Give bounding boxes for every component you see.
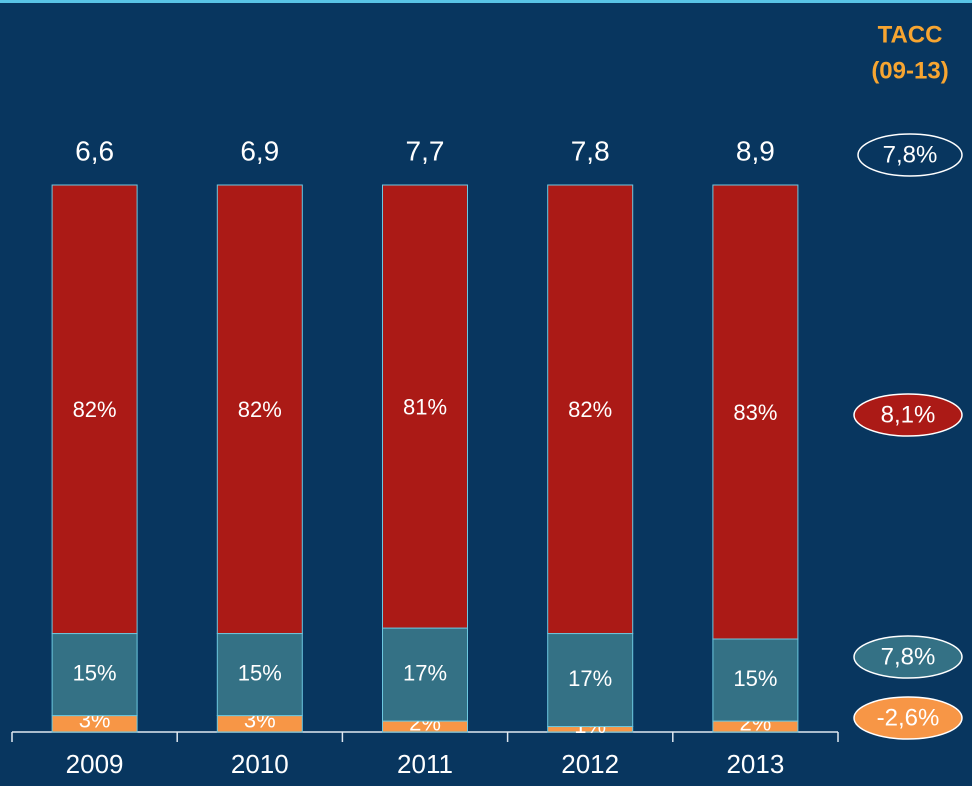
bar-segment bbox=[547, 633, 634, 728]
segment-label: 15% bbox=[238, 660, 282, 685]
segment-label: 82% bbox=[238, 397, 282, 422]
cagr-badge bbox=[853, 635, 963, 679]
total-label: 6,6 bbox=[75, 135, 114, 166]
segment-label: 82% bbox=[73, 397, 117, 422]
cagr-badge bbox=[853, 393, 963, 437]
bar-segment bbox=[216, 184, 303, 635]
x-tick-label: 2010 bbox=[231, 749, 289, 779]
segment-label: 83% bbox=[733, 400, 777, 425]
bar-segment bbox=[51, 633, 138, 717]
top-border bbox=[0, 0, 972, 3]
segment-label: 82% bbox=[568, 397, 612, 422]
bar-segment bbox=[547, 184, 634, 635]
segment-label: 81% bbox=[403, 394, 447, 419]
cagr-title: TACC bbox=[878, 21, 943, 48]
cagr-badge bbox=[857, 133, 963, 177]
bar-segment bbox=[51, 184, 138, 635]
total-label: 7,8 bbox=[571, 135, 610, 166]
x-tick-label: 2012 bbox=[561, 749, 619, 779]
cagr-label: 8,1% bbox=[881, 401, 936, 428]
total-label: 6,9 bbox=[240, 135, 279, 166]
x-tick-label: 2011 bbox=[397, 749, 453, 779]
cagr-label: -2,6% bbox=[877, 704, 940, 731]
total-label: 8,9 bbox=[736, 135, 775, 166]
bar-segment bbox=[382, 184, 468, 629]
cagr-label: 7,8% bbox=[881, 643, 936, 670]
segment-label: 17% bbox=[403, 660, 447, 685]
bar-segment bbox=[712, 638, 799, 722]
x-tick-label: 2009 bbox=[66, 749, 124, 779]
bar-segment bbox=[712, 184, 799, 640]
x-tick-label: 2013 bbox=[726, 749, 784, 779]
cagr-label: 7,8% bbox=[883, 141, 938, 168]
total-label: 7,7 bbox=[406, 135, 445, 166]
segment-label: 15% bbox=[73, 660, 117, 685]
cagr-badge bbox=[853, 696, 963, 740]
segment-label: 17% bbox=[568, 666, 612, 691]
cagr-title: (09-13) bbox=[871, 57, 948, 84]
bar-segment bbox=[216, 633, 303, 717]
segment-label: 15% bbox=[733, 666, 777, 691]
